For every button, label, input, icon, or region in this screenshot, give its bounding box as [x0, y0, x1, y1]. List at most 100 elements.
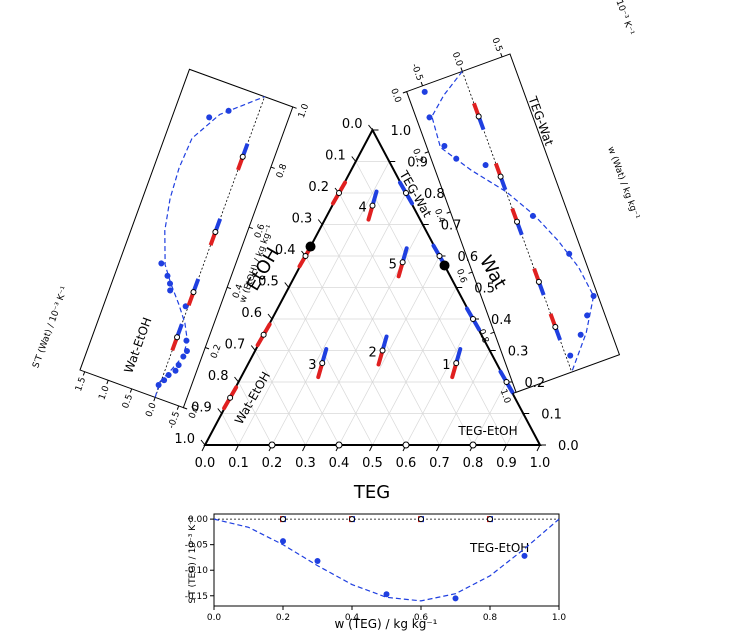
- x-tick-label: 0.0: [187, 403, 201, 420]
- y-tick: [460, 67, 463, 72]
- edge-marker: [336, 190, 342, 196]
- y-tick: [153, 397, 156, 402]
- teg-wat-panel-xlabel: w (Wat) / kg kg⁻¹: [605, 146, 641, 222]
- y-tick-label: -0.15: [185, 592, 208, 602]
- tick-mark: [267, 313, 273, 320]
- left-tick-label: 0.5: [258, 275, 279, 290]
- y-tick: [420, 81, 424, 87]
- bar-marker: [514, 218, 521, 225]
- point-marker: [453, 360, 460, 367]
- tick-mark: [317, 219, 323, 225]
- teg-etoh-panel-title: TEG-EtOH: [469, 541, 529, 555]
- y-tick-label: -0.5: [167, 410, 182, 430]
- right-tick-label: 0.1: [541, 408, 562, 423]
- x-tick: [248, 226, 253, 230]
- y-tick: [106, 380, 109, 385]
- bottom-tick-label: 0.6: [396, 456, 417, 471]
- bottom-tick-label: 0.7: [429, 456, 450, 471]
- bottom-tick-label: 0.5: [362, 456, 383, 471]
- data-point: [421, 88, 428, 95]
- y-tick-label: -0.10: [185, 566, 209, 576]
- left-tick-label: 0.2: [308, 180, 329, 195]
- data-point: [175, 362, 182, 369]
- data-point: [566, 250, 573, 257]
- left-tick-label: 0.0: [342, 117, 363, 132]
- x-tick-label: 0.0: [388, 87, 402, 104]
- y-tick-label: 0.0: [450, 51, 464, 68]
- data-point: [452, 595, 459, 602]
- x-tick-label: 0.0: [207, 613, 222, 623]
- tick-mark: [368, 124, 373, 131]
- data-point: [166, 280, 173, 287]
- x-tick-label: 0.2: [410, 147, 424, 164]
- teg-etoh-panel: TEG-EtOH w (TEG) / kg kg⁻¹ S′T (TEG) / 1…: [185, 513, 566, 631]
- left-tick-label: 0.1: [325, 149, 346, 164]
- y-tick: [500, 52, 503, 58]
- data-point: [383, 591, 390, 598]
- point-marker: [319, 360, 326, 367]
- x-tick: [205, 347, 210, 350]
- x-tick-label: 0.6: [454, 268, 468, 285]
- x-tick-label: 0.6: [414, 613, 429, 623]
- right-tick-label: 0.7: [441, 219, 462, 234]
- data-point: [577, 331, 584, 338]
- x-tick: [183, 407, 188, 410]
- tick-mark: [351, 156, 357, 162]
- grid-line: [221, 413, 239, 446]
- marker-open: [418, 516, 424, 523]
- x-tick: [490, 331, 495, 335]
- tick-mark: [217, 408, 223, 414]
- edge-marker: [227, 394, 234, 401]
- grid-line: [305, 255, 407, 446]
- x-tick-label: 0.2: [209, 343, 223, 360]
- wat-etoh-panel-ylabel: S′T (Wat) / 10⁻³ K⁻¹: [31, 285, 70, 370]
- tick-mark: [234, 376, 239, 383]
- x-tick-label: 0.2: [276, 613, 290, 623]
- data-point: [314, 558, 321, 565]
- data-point: [567, 352, 574, 359]
- edge-marker: [436, 253, 443, 259]
- x-tick-label: 0.4: [231, 283, 245, 300]
- point-marker: [399, 259, 406, 266]
- data-point: [529, 212, 536, 219]
- bar-marker: [475, 113, 482, 120]
- bar-marker: [239, 153, 246, 160]
- tick-mark: [302, 444, 306, 452]
- data-point: [206, 114, 213, 121]
- x-tick-label: 0.4: [432, 208, 446, 225]
- y-tick: [82, 371, 86, 376]
- data-point: [280, 538, 286, 545]
- edge-marker: [268, 441, 276, 449]
- marker-open: [349, 516, 355, 523]
- y-tick-label: 0.0: [144, 401, 158, 418]
- point-label: 1: [442, 358, 450, 373]
- x-tick-label: 0.6: [253, 223, 267, 240]
- y-tick-label: 1.5: [74, 376, 88, 393]
- edge-marker: [470, 316, 476, 322]
- edge-marker: [503, 379, 510, 385]
- bottom-tick-label: 0.0: [195, 456, 216, 471]
- tick-mark: [200, 439, 206, 446]
- point-label: 4: [359, 201, 367, 216]
- y-tick-label: 0.5: [489, 36, 503, 53]
- panel-frame: [405, 53, 621, 393]
- data-point: [441, 142, 448, 149]
- tick-mark: [503, 444, 507, 452]
- x-tick-label: 0.8: [483, 613, 498, 623]
- bar-marker: [535, 278, 542, 285]
- data-point: [183, 337, 190, 344]
- data-point: [482, 162, 489, 169]
- data-point: [225, 107, 232, 114]
- tick-mark: [536, 444, 541, 452]
- right-tick-label: 0.6: [458, 250, 479, 265]
- edge-marker: [302, 253, 309, 259]
- fit-curve: [154, 96, 265, 398]
- x-tick: [512, 391, 517, 395]
- edge-marker: [402, 441, 410, 449]
- x-tick-label: 0.8: [476, 328, 490, 345]
- fit-curve: [213, 518, 560, 602]
- y-tick-label: 0.5: [121, 393, 135, 410]
- tick-mark: [284, 282, 290, 288]
- x-tick: [270, 166, 275, 169]
- x-tick-label: 1.0: [498, 388, 512, 405]
